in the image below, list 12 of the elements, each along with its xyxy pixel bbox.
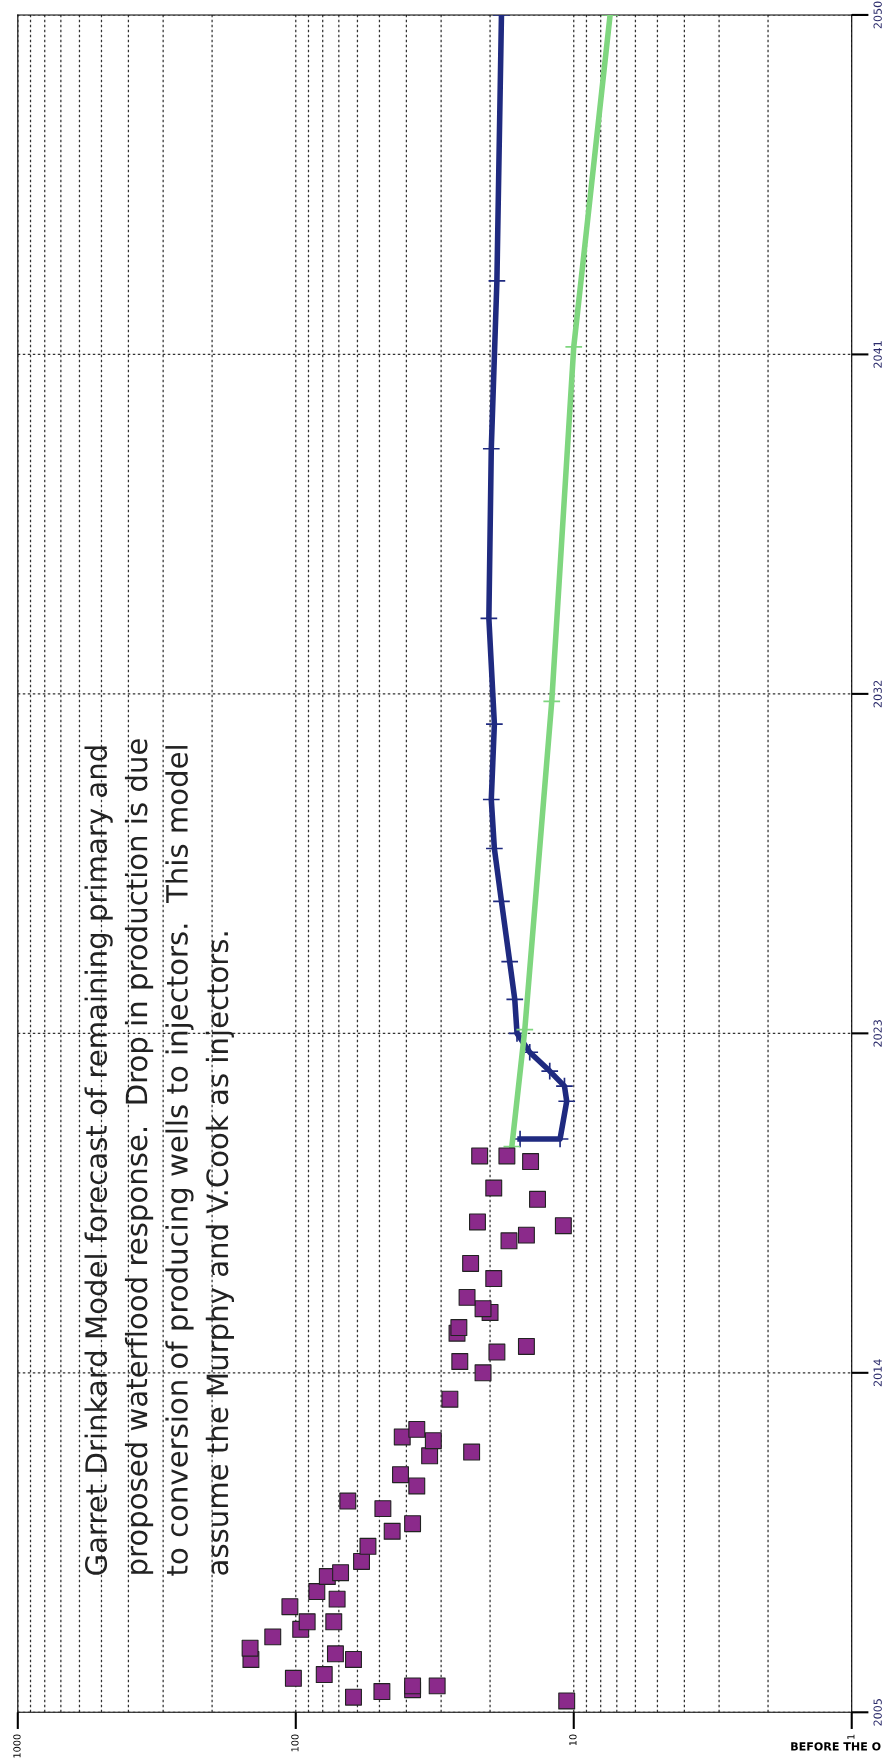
- y-tick-label: 2050: [873, 1, 882, 29]
- y-tick-label: 2032: [873, 680, 882, 708]
- y-tick-label: 2014: [873, 1359, 882, 1387]
- annotation: Garret Drinkard Model forecast of remaining primary and proposed waterflood response. Drop in production is due to conversion of producing wells to injectors. This model assume the Murphy and V.Cook as injectors.: [84, 739, 234, 1576]
- text: BEFORE THE O: [791, 1742, 881, 1751]
- x-tick-label: 1000: [13, 1734, 21, 1758]
- x-tick-label: 1: [847, 1734, 855, 1739]
- y-tick-label: 2005: [873, 1699, 882, 1726]
- x-tick-label: 10: [569, 1734, 577, 1746]
- x-tick-label: 100: [291, 1734, 299, 1752]
- y-tick-label: 2041: [873, 341, 882, 368]
- y-tick-label: 2023: [873, 1020, 882, 1047]
